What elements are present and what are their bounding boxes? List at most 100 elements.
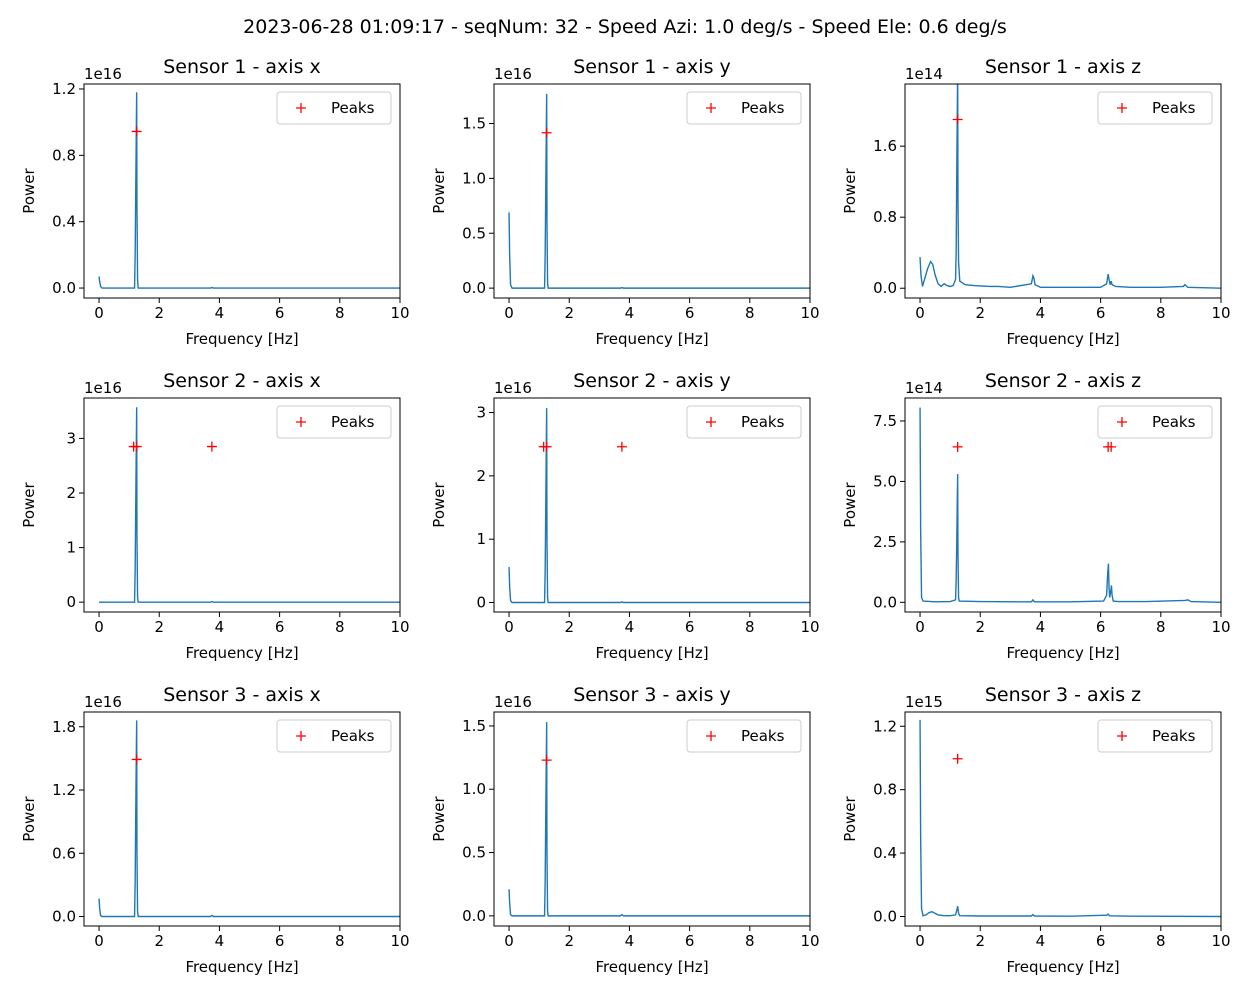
x-tick-label: 6	[1096, 304, 1106, 322]
x-tick-label: 4	[625, 932, 635, 950]
x-tick-label: 2	[564, 304, 574, 322]
peak-marker	[131, 126, 142, 137]
legend-label: Peaks	[741, 727, 785, 745]
axes-frame	[904, 397, 1222, 613]
x-tick-label: 8	[745, 618, 755, 636]
x-tick-label: 10	[800, 304, 819, 322]
legend: Peaks	[1097, 91, 1213, 125]
power-spectrum-line	[98, 92, 400, 289]
y-tick-label: 2	[66, 484, 76, 502]
peak-marker	[616, 441, 627, 452]
peak-marker	[131, 441, 142, 452]
y-tick-label: 1.8	[52, 718, 76, 736]
x-tick-label: 8	[335, 932, 345, 950]
peak-marker	[131, 754, 142, 765]
x-tick-label: 0	[915, 618, 925, 636]
x-tick-label: 2	[154, 618, 164, 636]
y-tick-label: 1	[66, 539, 76, 557]
y-exponent-label: 1e16	[84, 693, 122, 711]
legend-peak-marker	[1117, 731, 1127, 741]
power-spectrum-line	[919, 84, 1221, 289]
y-tick-label: 0.0	[52, 279, 76, 297]
y-tick-label: 3	[476, 404, 486, 422]
x-tick-label: 4	[1036, 932, 1046, 950]
peak-marker	[541, 441, 552, 452]
y-tick-label: 1.5	[462, 115, 486, 133]
x-tick-label: 6	[1096, 932, 1106, 950]
axes-frame	[83, 711, 401, 927]
x-tick-label: 8	[1156, 304, 1166, 322]
subplot-title: Sensor 2 - axis x	[163, 370, 321, 392]
subplot-9: 0 2 4 6 8 10 0.0 0.4 0.8 1.2 1e15 Sensor 3 - axis z…	[841, 684, 1231, 976]
legend-label: Peaks	[331, 99, 375, 117]
subplot-title: Sensor 3 - axis z	[985, 684, 1141, 706]
y-axis-label: Power	[841, 795, 859, 841]
peak-marker	[1106, 441, 1117, 452]
legend-peak-marker	[706, 103, 716, 113]
subplot-8: 0 2 4 6 8 10 0.0 0.5 1.0 1.5 1e16 Sensor 3 - axis y…	[430, 684, 820, 976]
x-tick-label: 6	[1096, 618, 1106, 636]
subplot-6: 0 2 4 6 8 10 0.0 2.5 5.0 7.5 1e14 Sensor 2 - axis z…	[841, 370, 1231, 662]
legend-box	[276, 405, 392, 439]
legend: Peaks	[276, 91, 392, 125]
subplot-title: Sensor 2 - axis z	[985, 370, 1141, 392]
y-tick-label: 1.6	[873, 137, 897, 155]
y-tick-label: 0.0	[462, 279, 486, 297]
legend-label: Peaks	[331, 413, 375, 431]
x-tick-label: 0	[504, 932, 514, 950]
y-tick-label: 1.5	[462, 717, 486, 735]
y-exponent-label: 1e15	[905, 693, 943, 711]
x-tick-label: 2	[564, 618, 574, 636]
x-tick-label: 8	[745, 932, 755, 950]
x-tick-label: 4	[215, 618, 225, 636]
x-tick-label: 4	[215, 304, 225, 322]
x-tick-label: 10	[390, 932, 409, 950]
x-tick-label: 0	[915, 932, 925, 950]
power-spectrum-line	[919, 407, 1221, 604]
y-exponent-label: 1e16	[494, 693, 532, 711]
legend: Peaks	[276, 719, 392, 753]
figure-title: 2023-06-28 01:09:17 - seqNum: 32 - Speed…	[243, 16, 1007, 38]
y-axis-label: Power	[430, 795, 448, 841]
legend-label: Peaks	[741, 99, 785, 117]
x-tick-label: 8	[1156, 932, 1166, 950]
x-tick-label: 4	[215, 932, 225, 950]
legend: Peaks	[686, 719, 802, 753]
y-tick-label: 0.0	[52, 908, 76, 926]
x-tick-label: 4	[625, 304, 635, 322]
legend: Peaks	[1097, 405, 1213, 439]
legend: Peaks	[1097, 719, 1213, 753]
peak-marker	[952, 753, 963, 764]
x-tick-label: 8	[1156, 618, 1166, 636]
subplot-title: Sensor 3 - axis x	[163, 684, 321, 706]
legend-box	[276, 719, 392, 753]
y-exponent-label: 1e16	[494, 65, 532, 83]
x-tick-label: 10	[390, 304, 409, 322]
x-tick-label: 6	[685, 932, 695, 950]
legend-box	[686, 405, 802, 439]
x-tick-label: 6	[275, 618, 285, 636]
subplot-title: Sensor 1 - axis z	[985, 56, 1141, 78]
peak-marker	[541, 127, 552, 138]
y-tick-label: 0	[66, 593, 76, 611]
x-tick-label: 2	[154, 304, 164, 322]
x-tick-label: 0	[94, 618, 104, 636]
axes-frame	[493, 397, 811, 613]
y-tick-label: 3	[66, 429, 76, 447]
power-spectrum-line	[98, 720, 400, 918]
y-tick-label: 0.0	[462, 907, 486, 925]
subplot-3: 0 2 4 6 8 10 0.0 0.8 1.6 1e14 Sensor 1 - axis z Fre…	[841, 56, 1231, 348]
x-tick-label: 10	[1211, 304, 1230, 322]
axes-frame	[493, 711, 811, 927]
y-tick-label: 0.0	[873, 279, 897, 297]
y-tick-label: 0.8	[52, 146, 76, 164]
axes-frame	[904, 83, 1222, 299]
x-tick-label: 10	[390, 618, 409, 636]
y-axis-label: Power	[430, 167, 448, 213]
x-tick-label: 0	[915, 304, 925, 322]
y-tick-label: 2.5	[873, 533, 897, 551]
power-spectrum-line	[99, 407, 400, 603]
x-axis-label: Frequency [Hz]	[595, 330, 708, 348]
x-tick-label: 4	[1036, 618, 1046, 636]
